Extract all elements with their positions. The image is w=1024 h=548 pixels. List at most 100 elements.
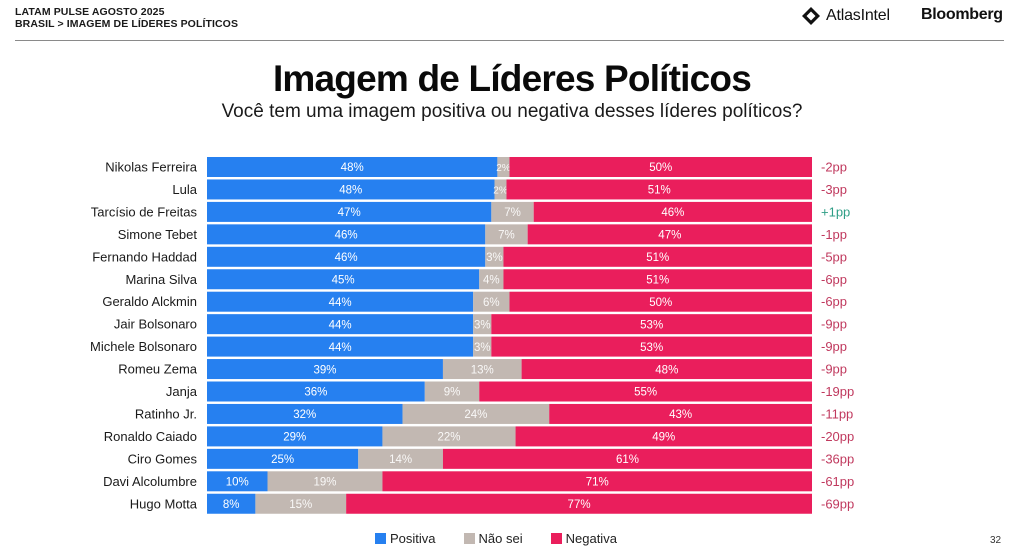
value-label-positiva-ratinho-jr: 32% (293, 409, 316, 421)
legend-item-nao-sei: Não sei (463, 531, 523, 546)
chart-title: Imagem de Líderes Políticos (272, 58, 752, 99)
bar-negativa-tarcisio-de-freitas (533, 201, 812, 222)
value-label-nao_sei-davi-alcolumbre: 19% (313, 477, 336, 489)
bar-negativa-janja (479, 381, 812, 402)
net-change-label-marina-silva: -6pp (821, 272, 847, 287)
breadcrumb-section: BRASIL > IMAGEM DE LÍDERES POLÍTICOS (15, 18, 239, 30)
value-label-negativa-fernando-haddad: 51% (646, 252, 669, 264)
value-label-nao_sei-geraldo-alckmin: 6% (483, 297, 500, 309)
value-label-nao_sei-nikolas-ferreira: 2% (496, 163, 511, 174)
value-label-negativa-nikolas-ferreira: 50% (649, 162, 672, 174)
category-label-romeu-zema: Romeu Zema (118, 362, 198, 377)
legend-label-negativa: Negativa (565, 531, 617, 546)
category-label-fernando-haddad: Fernando Haddad (92, 249, 197, 264)
value-label-positiva-ronaldo-caiado: 29% (283, 432, 306, 444)
bar-nao_sei-simone-tebet (485, 224, 528, 245)
net-change-label-janja: -19pp (821, 384, 854, 399)
net-change-label-ciro-gomes: -36pp (821, 451, 854, 466)
bar-nao_sei-lula (494, 179, 507, 200)
bar-positiva-jair-bolsonaro (207, 314, 474, 335)
bar-positiva-tarcisio-de-freitas (207, 201, 492, 222)
category-label-davi-alcolumbre: Davi Alcolumbre (103, 474, 197, 489)
value-label-nao_sei-tarcisio-de-freitas: 7% (504, 207, 521, 219)
value-label-positiva-ciro-gomes: 25% (271, 454, 294, 466)
value-label-nao_sei-jair-bolsonaro: 3% (474, 319, 491, 331)
category-label-michele-bolsonaro: Michele Bolsonaro (90, 339, 197, 354)
bar-negativa-nikolas-ferreira (509, 157, 812, 177)
bar-positiva-janja (207, 381, 425, 402)
value-label-positiva-michele-bolsonaro: 44% (329, 342, 352, 354)
value-label-negativa-davi-alcolumbre: 71% (586, 477, 609, 489)
value-label-positiva-marina-silva: 45% (332, 274, 355, 286)
legend-item-positiva: Positiva (375, 531, 436, 546)
value-label-negativa-geraldo-alckmin: 50% (649, 297, 672, 309)
bar-nao_sei-nikolas-ferreira (497, 157, 510, 177)
net-change-label-ronaldo-caiado: -20pp (821, 429, 854, 444)
value-label-negativa-tarcisio-de-freitas: 46% (661, 207, 684, 219)
net-change-label-hugo-motta: -69pp (821, 496, 854, 511)
category-label-tarcisio-de-freitas: Tarcísio de Freitas (91, 204, 198, 219)
value-label-nao_sei-janja: 9% (444, 387, 461, 399)
value-label-negativa-romeu-zema: 48% (655, 364, 678, 376)
category-label-hugo-motta: Hugo Motta (130, 496, 198, 511)
value-label-negativa-janja: 55% (634, 387, 657, 399)
category-label-simone-tebet: Simone Tebet (118, 227, 198, 242)
legend-swatch-negativa (550, 533, 562, 544)
value-label-positiva-jair-bolsonaro: 44% (329, 319, 352, 331)
value-label-positiva-romeu-zema: 39% (313, 364, 336, 376)
value-label-positiva-lula: 48% (339, 185, 362, 197)
bar-nao_sei-geraldo-alckmin (473, 291, 510, 312)
value-label-positiva-nikolas-ferreira: 48% (341, 162, 364, 174)
net-change-label-tarcisio-de-freitas: +1pp (821, 204, 850, 219)
net-change-label-romeu-zema: -9pp (821, 362, 847, 377)
legend-item-negativa: Negativa (550, 531, 617, 546)
bar-nao_sei-jair-bolsonaro (473, 314, 492, 335)
breadcrumb-survey: LATAM PULSE AGOSTO 2025 (15, 6, 165, 18)
bar-negativa-michele-bolsonaro (491, 336, 812, 357)
legend-label-nao-sei: Não sei (478, 531, 523, 546)
bar-nao_sei-ciro-gomes (358, 448, 443, 469)
category-label-janja: Janja (166, 384, 198, 399)
net-change-label-fernando-haddad: -5pp (821, 249, 847, 264)
bar-positiva-nikolas-ferreira (207, 157, 498, 177)
bar-negativa-jair-bolsonaro (491, 314, 812, 335)
legend-swatch-positiva (375, 533, 386, 544)
value-label-nao_sei-simone-tebet: 7% (498, 230, 515, 242)
bloomberg-logo: Bloomberg (921, 6, 1003, 23)
value-label-negativa-ronaldo-caiado: 49% (652, 432, 675, 444)
value-label-nao_sei-michele-bolsonaro: 3% (474, 342, 491, 354)
bar-negativa-ratinho-jr (549, 403, 812, 424)
bar-positiva-fernando-haddad (207, 246, 486, 267)
value-label-nao_sei-lula: 2% (493, 186, 508, 197)
atlasintel-wordmark: AtlasIntel (826, 7, 890, 24)
category-label-nikolas-ferreira: Nikolas Ferreira (105, 160, 198, 175)
net-change-label-geraldo-alckmin: -6pp (821, 294, 847, 309)
bar-nao_sei-tarcisio-de-freitas (491, 201, 534, 222)
legend-label-positiva: Positiva (390, 531, 436, 546)
bar-positiva-ciro-gomes (207, 448, 359, 469)
value-label-negativa-ciro-gomes: 61% (616, 454, 639, 466)
category-label-lula: Lula (172, 182, 197, 197)
bar-nao_sei-romeu-zema (442, 359, 522, 380)
value-label-positiva-simone-tebet: 46% (335, 230, 358, 242)
bar-nao_sei-michele-bolsonaro (473, 336, 492, 357)
bar-nao_sei-janja (424, 381, 480, 402)
value-label-negativa-simone-tebet: 47% (658, 230, 681, 242)
bar-positiva-simone-tebet (207, 224, 486, 245)
value-label-nao_sei-ronaldo-caiado: 22% (437, 432, 460, 444)
value-label-positiva-tarcisio-de-freitas: 47% (338, 207, 361, 219)
category-label-jair-bolsonaro: Jair Bolsonaro (114, 317, 197, 332)
net-change-label-jair-bolsonaro: -9pp (821, 317, 847, 332)
bar-positiva-lula (207, 179, 495, 200)
bar-nao_sei-ronaldo-caiado (382, 426, 516, 447)
bar-nao_sei-davi-alcolumbre (267, 471, 383, 492)
category-label-geraldo-alckmin: Geraldo Alckmin (102, 294, 197, 309)
value-label-negativa-hugo-motta: 77% (568, 499, 591, 511)
bar-negativa-marina-silva (503, 269, 812, 290)
value-label-positiva-hugo-motta: 8% (223, 499, 240, 511)
atlasintel-diamond-icon (802, 7, 820, 25)
value-label-positiva-fernando-haddad: 46% (335, 252, 358, 264)
bar-nao_sei-ratinho-jr (402, 403, 550, 424)
value-label-negativa-ratinho-jr: 43% (669, 409, 692, 421)
